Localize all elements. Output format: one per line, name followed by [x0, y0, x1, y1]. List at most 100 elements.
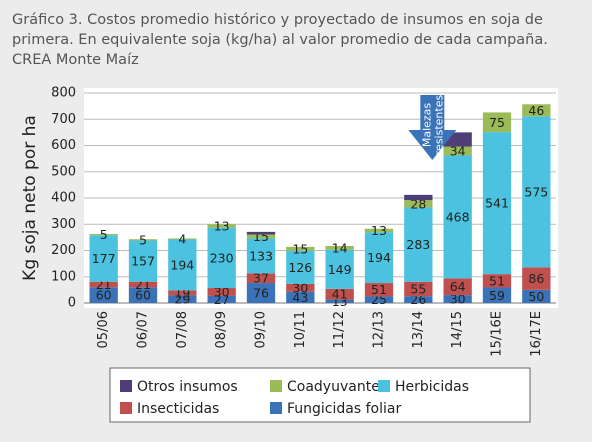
- y-tick-label: 500: [51, 164, 76, 179]
- x-tick-label: 06/07: [136, 311, 151, 348]
- bar-segment: [89, 287, 118, 303]
- value-label: 55: [410, 281, 426, 296]
- x-tick-label: 08/09: [214, 311, 229, 348]
- value-label: 13: [371, 223, 387, 238]
- x-tick-label: 15/16E: [490, 311, 505, 357]
- legend-label: Insecticidas: [137, 401, 219, 417]
- value-label: 43: [292, 290, 308, 305]
- legend-swatch: [270, 402, 282, 414]
- value-label: 76: [253, 286, 269, 301]
- bar-segment: [325, 288, 354, 300]
- bar-segment: [128, 287, 158, 303]
- legend-label: Fungicidas foliar: [287, 401, 401, 417]
- value-label: 86: [528, 271, 544, 286]
- bar-segment: [207, 288, 236, 296]
- value-label: 177: [92, 251, 116, 266]
- bar-segment: [89, 281, 118, 288]
- chart-title: Gráfico 3. Costos promedio histórico y p…: [12, 12, 543, 28]
- chart-title: CREA Monte Maíz: [12, 52, 139, 68]
- bar-segment: [482, 112, 512, 133]
- legend-swatch: [270, 380, 282, 392]
- x-tick-label: 09/10: [254, 311, 269, 348]
- annotation: resistentes: [432, 95, 445, 156]
- x-tick-label: 12/13: [372, 311, 387, 348]
- bar-segment: [168, 295, 197, 303]
- bar-segment: [364, 232, 394, 284]
- bar-segment: [207, 295, 236, 303]
- bar-segment: [325, 299, 354, 303]
- value-label: 30: [214, 284, 230, 299]
- legend-swatch: [120, 402, 132, 414]
- bar-segment: [89, 233, 118, 236]
- value-label: 15: [253, 229, 269, 244]
- y-tick-label: 0: [68, 296, 76, 311]
- bar-segment: [89, 235, 118, 282]
- bar-segment: [482, 132, 512, 275]
- value-label: 283: [406, 237, 430, 252]
- value-label: 133: [249, 248, 273, 263]
- x-tick-label: 07/08: [175, 311, 190, 348]
- bar-segment: [128, 239, 158, 241]
- bar-segment: [168, 290, 197, 296]
- bar-segment: [364, 296, 394, 303]
- value-label: 13: [214, 218, 230, 233]
- bar-segment: [286, 291, 315, 303]
- value-label: 126: [288, 260, 312, 275]
- bar-segment: [325, 246, 354, 250]
- bar-segment: [286, 250, 315, 284]
- value-label: 34: [450, 144, 466, 159]
- x-tick-label: 14/15: [450, 311, 465, 348]
- y-tick-label: 800: [51, 86, 76, 101]
- y-tick-label: 700: [51, 112, 76, 127]
- bar-segment: [246, 283, 276, 303]
- value-label: 15: [292, 241, 308, 256]
- value-label: 4: [178, 231, 186, 246]
- value-label: 14: [332, 240, 348, 255]
- x-tick-label: 11/12: [332, 311, 347, 348]
- value-label: 60: [96, 288, 112, 303]
- legend-swatch: [378, 380, 390, 392]
- bar-segment: [443, 146, 472, 156]
- value-label: 51: [371, 282, 387, 297]
- value-label: 29: [174, 292, 190, 307]
- value-label: 194: [170, 257, 194, 272]
- bar-segment: [404, 194, 433, 201]
- bar-segment: [168, 239, 197, 291]
- x-tick-label: 16/17E: [529, 311, 544, 357]
- bar-segment: [443, 278, 472, 296]
- value-label: 230: [210, 250, 234, 265]
- y-tick-label: 200: [51, 243, 76, 258]
- bar-segment: [128, 281, 158, 288]
- bar-segment: [482, 274, 512, 288]
- annotation: Malezas: [420, 103, 433, 148]
- bar-segment: [522, 267, 551, 290]
- bar-segment: [482, 287, 512, 303]
- value-label: 5: [100, 227, 108, 242]
- bar-segment: [246, 273, 276, 284]
- value-label: 50: [528, 289, 544, 304]
- bar-segment: [286, 246, 315, 251]
- chart-title: primera. En equivalente soja (kg/ha) al …: [12, 32, 548, 48]
- value-label: 5: [139, 232, 147, 247]
- value-label: 37: [253, 271, 269, 286]
- x-tick-label: 10/11: [293, 311, 308, 348]
- y-tick-label: 400: [51, 191, 76, 206]
- bar-segment: [128, 240, 158, 282]
- value-label: 575: [524, 184, 548, 199]
- y-tick-label: 300: [51, 217, 76, 232]
- value-label: 194: [367, 250, 391, 265]
- bar-segment: [364, 228, 394, 233]
- bar-segment: [443, 295, 472, 303]
- value-label: 149: [328, 262, 352, 277]
- y-axis-label: Kg soja neto por ha: [20, 115, 40, 281]
- bar-segment: [522, 116, 551, 268]
- bar-segment: [207, 224, 236, 228]
- bar-segment: [522, 104, 551, 117]
- bar-segment: [246, 238, 276, 274]
- value-label: 157: [131, 254, 155, 269]
- bar-segment: [404, 207, 433, 282]
- legend-swatch: [120, 380, 132, 392]
- bar-segment: [522, 289, 551, 303]
